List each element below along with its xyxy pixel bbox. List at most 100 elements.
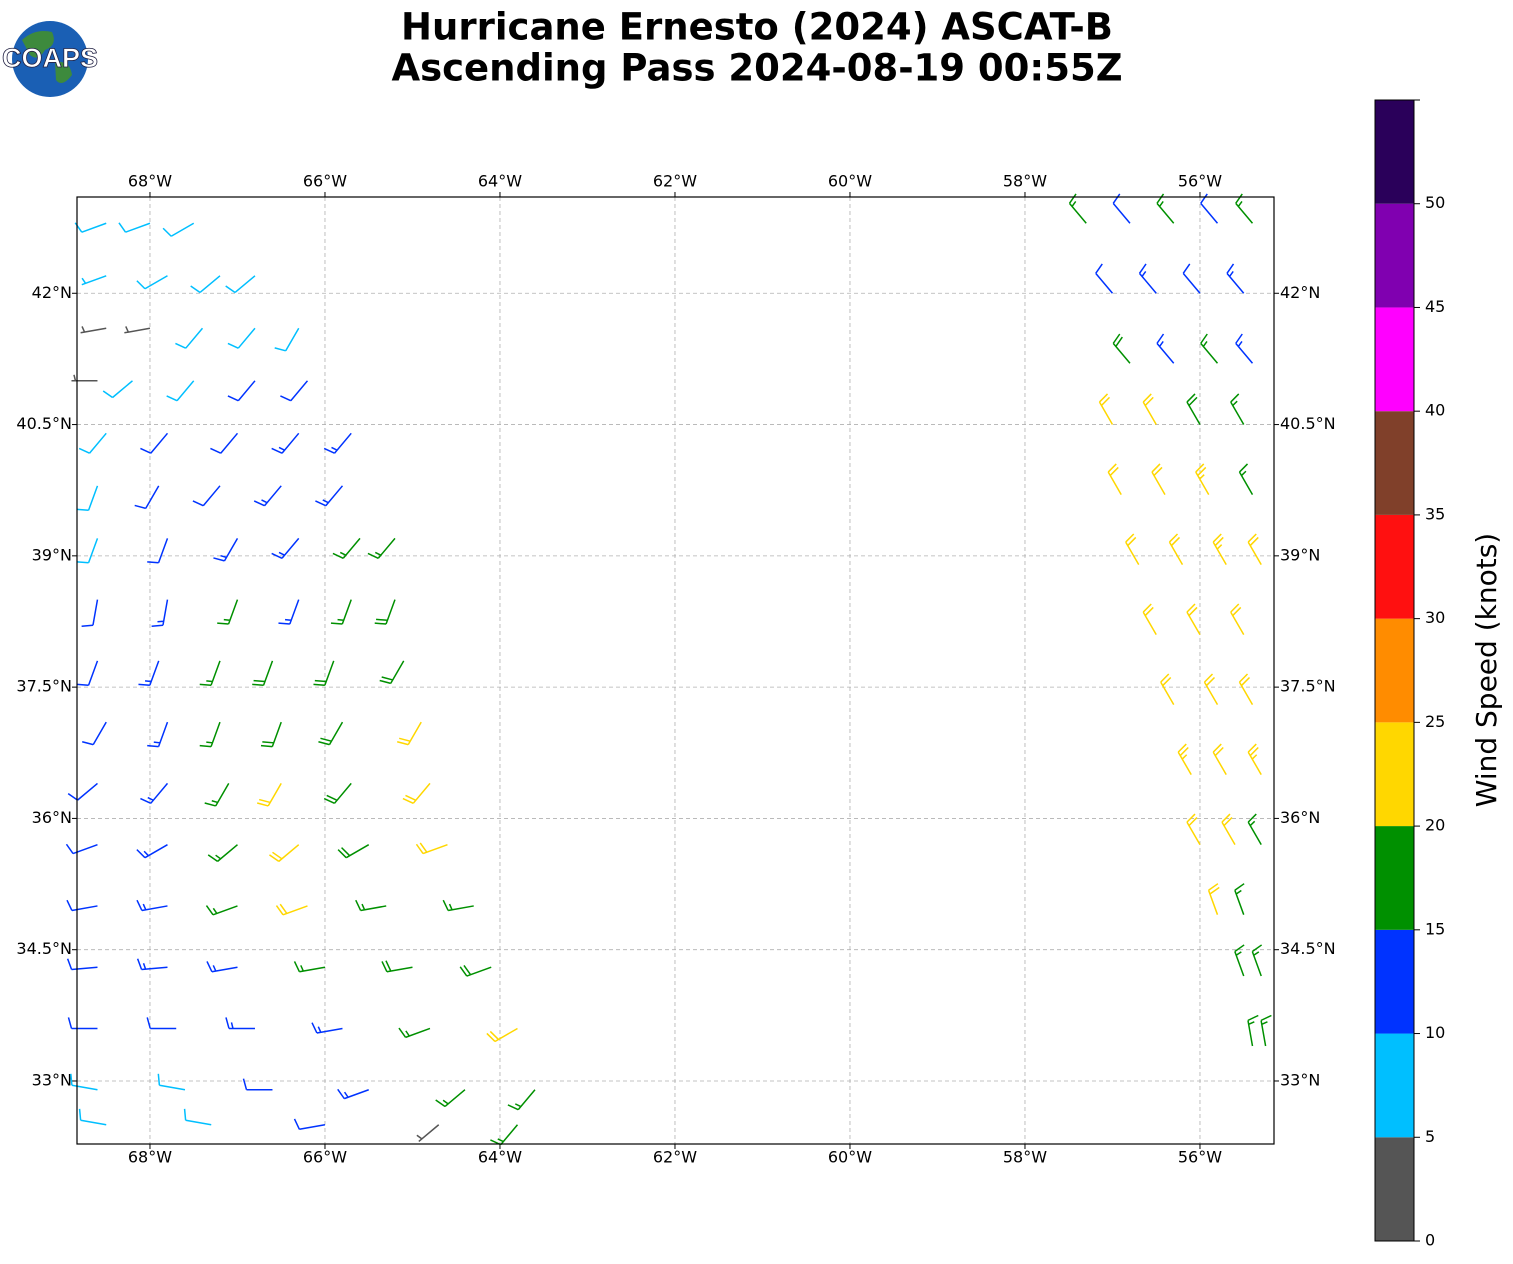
lon-label: 68°W bbox=[128, 1148, 172, 1167]
wind-barb bbox=[1238, 463, 1254, 495]
wind-barb bbox=[323, 782, 352, 805]
wind-barb bbox=[1234, 883, 1245, 915]
wind-barb bbox=[1156, 193, 1175, 224]
lat-label: 34.5°N bbox=[1280, 939, 1336, 958]
colorbar-bin bbox=[1375, 618, 1414, 723]
wind-barb bbox=[207, 844, 238, 862]
colorbar-bin bbox=[1375, 203, 1414, 308]
wind-barb bbox=[332, 537, 361, 559]
lat-label: 40.5°N bbox=[16, 414, 72, 433]
wind-barb bbox=[1112, 333, 1131, 364]
lon-label: 56°W bbox=[1178, 172, 1222, 191]
wind-barb bbox=[275, 903, 308, 916]
wind-barb bbox=[157, 1073, 186, 1091]
colorbar-bin bbox=[1375, 722, 1414, 827]
wind-barb bbox=[1098, 393, 1114, 425]
wind-barb bbox=[1168, 533, 1184, 565]
wind-barb bbox=[66, 958, 98, 971]
colorbar-bin bbox=[1375, 514, 1414, 619]
wind-barb bbox=[381, 960, 413, 973]
colorbar-tick-label: 20 bbox=[1425, 816, 1445, 835]
wind-barb bbox=[1200, 193, 1219, 224]
wind-barb bbox=[65, 843, 98, 855]
wind-barb bbox=[151, 599, 169, 628]
wind-barb bbox=[315, 485, 344, 507]
wind-barb bbox=[442, 899, 474, 912]
wind-barb bbox=[205, 905, 238, 916]
wind-barb bbox=[459, 964, 492, 977]
wind-barb bbox=[415, 842, 448, 855]
wind-barb bbox=[293, 1118, 326, 1130]
colorbar-tick-label: 5 bbox=[1425, 1127, 1435, 1146]
wind-barb bbox=[278, 599, 300, 625]
colorbar-bin bbox=[1375, 1137, 1414, 1241]
wind-barb bbox=[192, 485, 221, 507]
colorbar-tick-label: 40 bbox=[1425, 401, 1445, 420]
wind-barb bbox=[1186, 603, 1201, 635]
wind-barb bbox=[78, 1108, 107, 1126]
colorbar-bin bbox=[1375, 411, 1414, 515]
title-line-1: Hurricane Ernesto (2024) ASCAT-B bbox=[401, 6, 1113, 49]
wind-barb bbox=[402, 782, 431, 805]
wind-barb bbox=[199, 660, 221, 687]
lon-label: 60°W bbox=[828, 172, 872, 191]
wind-barb bbox=[77, 538, 99, 564]
wind-barb bbox=[1234, 944, 1245, 977]
wind-barb bbox=[507, 1089, 536, 1111]
wind-barb bbox=[257, 783, 282, 807]
colorbar-tick-label: 45 bbox=[1425, 297, 1445, 316]
wind-barb bbox=[1156, 333, 1175, 364]
wind-barb bbox=[102, 380, 133, 399]
lon-label: 58°W bbox=[1003, 1148, 1047, 1167]
wind-barb bbox=[313, 660, 335, 687]
lat-label: 39°N bbox=[32, 545, 72, 564]
wind-barb bbox=[330, 599, 352, 625]
wind-barb bbox=[162, 222, 195, 237]
colorbar-bin bbox=[1375, 307, 1414, 412]
wind-barb bbox=[1182, 263, 1201, 294]
wind-barb bbox=[227, 380, 256, 402]
wind-barb bbox=[1226, 263, 1245, 294]
wind-barb bbox=[213, 537, 239, 562]
wind-barb bbox=[253, 485, 282, 507]
wind-barb bbox=[67, 1017, 98, 1030]
wind-barb bbox=[1186, 393, 1201, 425]
lon-label: 58°W bbox=[1003, 172, 1047, 191]
lat-label: 39°N bbox=[1280, 545, 1320, 564]
wind-barb bbox=[242, 1078, 273, 1091]
wind-barb bbox=[311, 1022, 343, 1034]
lat-label: 33°N bbox=[1280, 1070, 1320, 1089]
colorbar-tick-label: 25 bbox=[1425, 712, 1445, 731]
wind-barb bbox=[78, 432, 107, 454]
wind-barb bbox=[217, 599, 239, 625]
wind-barb bbox=[67, 782, 98, 801]
wind-barb bbox=[260, 721, 282, 748]
wind-barb bbox=[355, 899, 387, 912]
wind-barb bbox=[1230, 603, 1245, 635]
colorbar-bin bbox=[1375, 929, 1414, 1034]
wind-barb bbox=[225, 275, 256, 294]
lon-label: 62°W bbox=[653, 172, 697, 191]
colorbar-tick-label: 0 bbox=[1425, 1231, 1435, 1250]
lat-label: 36°N bbox=[1280, 808, 1320, 827]
wind-barb bbox=[323, 432, 352, 454]
wind-barb bbox=[1230, 393, 1245, 425]
lon-label: 64°W bbox=[478, 172, 522, 191]
wind-barb bbox=[1260, 1014, 1272, 1047]
lat-label: 36°N bbox=[32, 808, 72, 827]
wind-barb bbox=[367, 537, 396, 559]
colorbar-frame bbox=[1374, 99, 1415, 1242]
wind-barb bbox=[136, 899, 168, 912]
wind-barb bbox=[1212, 533, 1227, 565]
lon-label: 64°W bbox=[478, 1148, 522, 1167]
wind-barb bbox=[374, 599, 396, 625]
wind-barb bbox=[138, 660, 160, 687]
wind-barb bbox=[204, 783, 230, 807]
wind-barb bbox=[1212, 743, 1227, 776]
grid: 68°W 68°W 66°W 66°W 64°W 64°W 62°W 62°W 60°W 60°W… bbox=[16, 172, 1335, 1167]
wind-barb bbox=[66, 899, 98, 912]
lat-label: 34.5°N bbox=[16, 939, 72, 958]
wind-barb bbox=[206, 961, 238, 973]
wind-barb bbox=[274, 327, 300, 352]
